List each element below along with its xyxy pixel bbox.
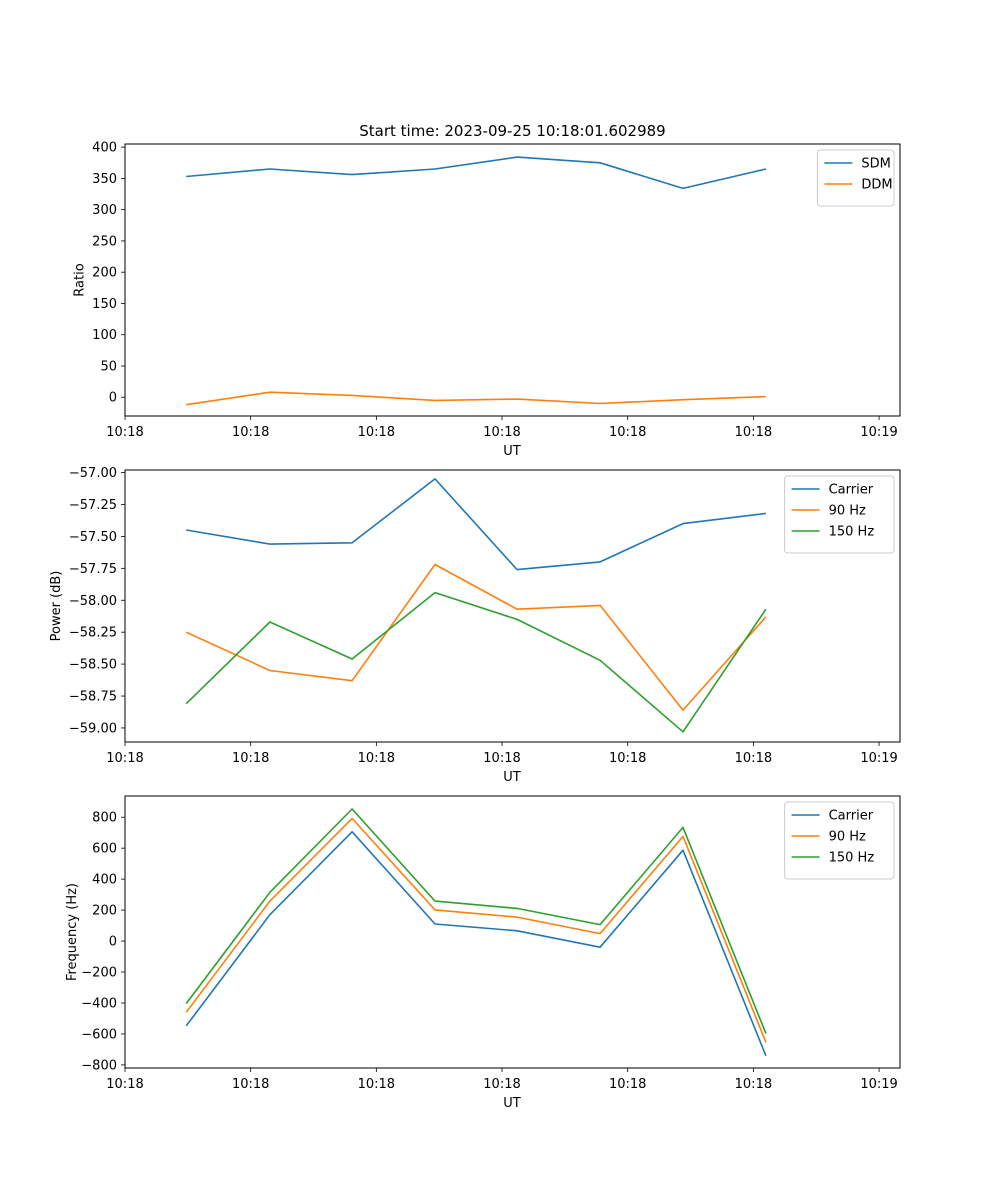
power-x-tick-label: 10:18 [483,751,520,766]
frequency-legend: Carrier 90 Hz 150 Hz [784,801,895,880]
frequency-y-tick-label: 0 [109,935,117,950]
frequency-series-carrier-line [185,830,767,1057]
ratio-x-tick-label: 10:18 [609,425,646,440]
power-legend: Carrier 90 Hz 150 Hz [784,475,895,554]
ratio-plot-area [124,143,901,417]
frequency-x-tick-label: 10:18 [358,1077,395,1092]
power-series-150-hz-line [185,591,767,733]
ratio-x-tick-label: 10:19 [860,425,897,440]
ratio-series-sdm-line [186,156,767,190]
frequency-x-axis-label: UT [503,1096,521,1111]
power-x-tick-label: 10:19 [860,751,897,766]
ratio-panel: 10:18 10:18 10:18 10:18 10:18 10:18 10:19 0 50 10… [73,141,901,459]
frequency-x-tick-label: 10:18 [735,1077,772,1092]
ratio-y-tick-label: 400 [92,141,117,156]
power-x-tick-label: 10:18 [609,751,646,766]
ratio-y-tick-label: 350 [92,172,117,187]
frequency-y-tick-label: −400 [81,996,117,1011]
frequency-legend-box [784,801,895,880]
ratio-x-axis-label: UT [503,444,521,459]
frequency-y-axis-label: Frequency (Hz) [65,883,80,981]
frequency-x-tick-label: 10:18 [483,1077,520,1092]
frequency-y-tick-label: −800 [81,1058,117,1073]
power-y-tick-label: −57.25 [69,498,117,513]
ratio-y-tick-label: 0 [109,391,117,406]
frequency-legend-label-150-hz: 150 Hz [829,851,875,866]
ratio-y-tick-label: 250 [92,234,117,249]
ratio-y-tick-label: 150 [92,297,117,312]
power-y-tick-label: −57.50 [69,530,117,545]
ratio-y-tick-label: 300 [92,203,117,218]
ratio-x-tick-label: 10:18 [735,425,772,440]
frequency-y-tick-label: −600 [81,1027,117,1042]
ratio-y-axis-label: Ratio [73,263,88,296]
frequency-plot-area [124,795,901,1069]
ratio-y-tick-label: 100 [92,328,117,343]
frequency-x-tick-label: 10:19 [860,1077,897,1092]
frequency-legend-label-90-hz: 90 Hz [829,830,866,845]
power-y-tick-label: −59.00 [69,721,117,736]
power-y-axis-label: Power (dB) [49,571,64,642]
frequency-x-tick-label: 10:18 [106,1077,143,1092]
power-x-tick-label: 10:18 [358,751,395,766]
ratio-x-tick-label: 10:18 [232,425,269,440]
ratio-x-tick-label: 10:18 [106,425,143,440]
power-legend-label-carrier: Carrier [829,483,874,498]
frequency-y-tick-label: 200 [92,904,117,919]
ratio-legend: SDM DDM [816,149,895,207]
ratio-legend-box [816,149,895,207]
power-y-tick-label: −58.75 [69,690,117,705]
figure-title: Start time: 2023-09-25 10:18:01.602989 [359,122,665,140]
power-x-axis-label: UT [503,770,521,785]
ratio-x-tick-label: 10:18 [358,425,395,440]
power-y-tick-label: −58.00 [69,594,117,609]
frequency-panel: 10:18 10:18 10:18 10:18 10:18 10:18 10:19 −800 −… [65,795,901,1111]
power-series-carrier-line [186,478,766,571]
power-x-tick-label: 10:18 [735,751,772,766]
power-series-90-hz-line [185,563,767,711]
power-y-tick-label: −57.75 [69,562,117,577]
frequency-y-tick-label: −200 [81,966,117,981]
ratio-x-tick-label: 10:18 [483,425,520,440]
frequency-y-tick-label: 800 [92,811,117,826]
ratio-legend-label-sdm: SDM [861,157,890,172]
frequency-y-tick-label: 600 [92,842,117,857]
frequency-y-tick-label: 400 [92,873,117,888]
frequency-x-tick-label: 10:18 [232,1077,269,1092]
power-legend-label-90-hz: 90 Hz [829,504,866,519]
power-legend-label-150-hz: 150 Hz [829,525,875,540]
power-legend-box [784,475,895,554]
power-panel: 10:18 10:18 10:18 10:18 10:18 10:18 10:19 −57.0… [49,466,901,785]
frequency-legend-label-carrier: Carrier [829,809,874,824]
ratio-series-ddm-line [186,391,766,406]
ratio-y-tick-label: 200 [92,266,117,281]
ratio-y-tick-label: 50 [100,359,117,374]
frequency-series-90-hz-line [185,817,767,1043]
frequency-series-150-hz-line [185,808,767,1034]
power-y-tick-label: −58.50 [69,658,117,673]
power-x-tick-label: 10:18 [232,751,269,766]
power-x-tick-label: 10:18 [106,751,143,766]
power-y-tick-label: −58.25 [69,626,117,641]
frequency-x-tick-label: 10:18 [609,1077,646,1092]
power-y-tick-label: −57.00 [69,466,117,481]
ratio-legend-label-ddm: DDM [861,178,892,193]
